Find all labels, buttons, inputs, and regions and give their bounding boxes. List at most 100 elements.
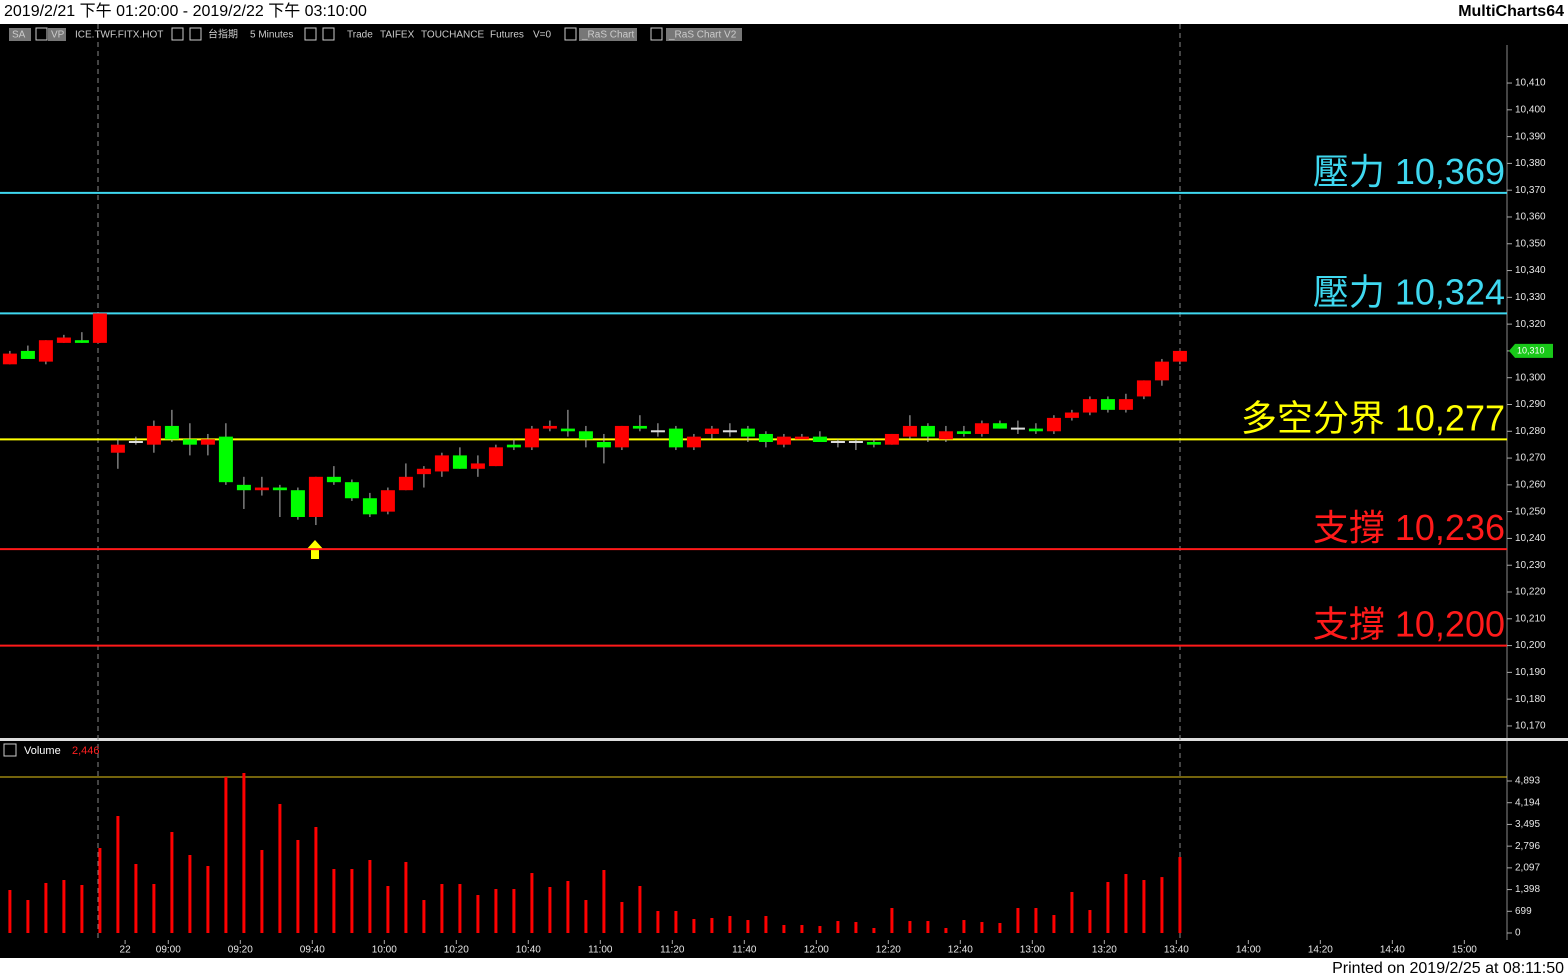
volume-bar: [386, 886, 390, 934]
volume-bar: [728, 916, 732, 934]
volume-bar: [368, 859, 372, 934]
volume-bar: [440, 884, 444, 934]
volume-bar: [890, 907, 894, 934]
volume-bar: [242, 773, 246, 934]
volume-bar: [1106, 881, 1110, 934]
volume-bar: [998, 923, 1002, 934]
volume-bar: [296, 839, 300, 934]
y-tick-label: 10,360: [1515, 212, 1546, 223]
x-tick-label: 22: [120, 945, 132, 956]
toolbar-icon[interactable]: [35, 27, 48, 41]
candle-body: [2, 353, 17, 365]
candle-body: [650, 430, 665, 433]
toolbar-icon[interactable]: [171, 27, 184, 41]
y-tick-label: 10,290: [1515, 399, 1546, 410]
volume-bar: [980, 922, 984, 934]
candle-body: [1046, 417, 1061, 432]
x-tick-label: 13:40: [1164, 945, 1189, 956]
toolbar-icon[interactable]: [322, 27, 335, 41]
x-tick-label: 14:40: [1380, 945, 1405, 956]
candle-body: [1136, 380, 1151, 397]
y-tick-label: 10,340: [1515, 265, 1546, 276]
toolbar-item: 5 Minutes: [250, 30, 293, 41]
candle-body: [668, 428, 683, 448]
candle-body: [1100, 399, 1115, 410]
y-tick-label: 10,210: [1515, 613, 1546, 624]
toolbar-button[interactable]: [579, 28, 637, 41]
volume-bar: [494, 889, 498, 934]
candle-body: [704, 428, 719, 434]
volume-bar: [350, 869, 354, 934]
volume-bar: [224, 776, 228, 934]
toolbar-item: VP: [51, 30, 65, 41]
candle-body: [866, 441, 881, 445]
y-tick-label: 4,893: [1515, 776, 1540, 787]
x-tick-label: 15:00: [1452, 945, 1477, 956]
volume-bar: [692, 918, 696, 934]
volume-bar: [8, 890, 12, 934]
volume-bar: [476, 895, 480, 934]
volume-bar: [800, 924, 804, 934]
volume-bar: [1016, 907, 1020, 934]
toolbar-icon[interactable]: [189, 27, 202, 41]
candle-body: [110, 444, 125, 453]
candle-body: [992, 423, 1007, 429]
x-tick-label: 13:20: [1092, 945, 1117, 956]
toolbar-button[interactable]: [48, 28, 66, 41]
volume-bar: [944, 928, 948, 934]
x-tick-label: 12:00: [804, 945, 829, 956]
y-tick-label: 10,300: [1515, 372, 1546, 383]
toolbar-icon[interactable]: [650, 27, 663, 41]
x-tick-label: 10:00: [372, 945, 397, 956]
candle-body: [632, 425, 647, 429]
toolbar-button[interactable]: [9, 28, 31, 41]
x-tick-label: 09:20: [228, 945, 253, 956]
toolbar-icon[interactable]: [304, 27, 317, 41]
y-tick-label: 10,230: [1515, 560, 1546, 571]
volume-bar: [620, 902, 624, 934]
candle-body: [164, 425, 179, 440]
y-tick-label: 10,270: [1515, 453, 1546, 464]
y-tick-label: 699: [1515, 906, 1532, 917]
volume-bar: [1088, 910, 1092, 934]
y-tick-label: 10,220: [1515, 587, 1546, 598]
candle-body: [20, 350, 35, 359]
candle-body: [524, 428, 539, 448]
header-range: 2019/2/21 下午 01:20:00 - 2019/2/22 下午 03:…: [4, 2, 367, 20]
candle-body: [596, 441, 611, 448]
volume-bar: [170, 832, 174, 934]
y-tick-label: 10,180: [1515, 694, 1546, 705]
toolbar-button[interactable]: [666, 28, 742, 41]
candle-body: [938, 431, 953, 440]
candle-body: [974, 423, 989, 434]
volume-bar: [62, 880, 66, 934]
level-name: 壓力: [1313, 150, 1385, 191]
candle-body: [254, 487, 269, 491]
volume-bar: [908, 921, 912, 934]
volume-bar: [566, 881, 570, 934]
candle-body: [686, 436, 701, 448]
x-tick-label: 14:00: [1236, 945, 1261, 956]
volume-bar: [602, 870, 606, 934]
toolbar-item: Futures: [490, 30, 524, 41]
y-tick-label: 1,398: [1515, 884, 1540, 895]
candle-body: [506, 444, 521, 448]
toolbar-item: _RaS Chart: [581, 30, 634, 41]
volume-bar: [584, 900, 588, 934]
y-tick-label: 10,240: [1515, 533, 1546, 544]
volume-bar: [926, 921, 930, 934]
toolbar-item: TOUCHANCE: [421, 30, 484, 41]
toolbar-icon[interactable]: [564, 27, 577, 41]
candle-body: [1118, 399, 1133, 410]
level-name: 支撐: [1313, 507, 1385, 548]
candle-body: [1154, 361, 1169, 381]
candle-body: [128, 440, 143, 443]
candle-body: [1082, 399, 1097, 413]
y-tick-label: 10,320: [1515, 319, 1546, 330]
volume-bar: [530, 873, 534, 934]
candle-body: [236, 484, 251, 491]
checkbox[interactable]: [3, 743, 17, 757]
volume-bar: [872, 928, 876, 934]
